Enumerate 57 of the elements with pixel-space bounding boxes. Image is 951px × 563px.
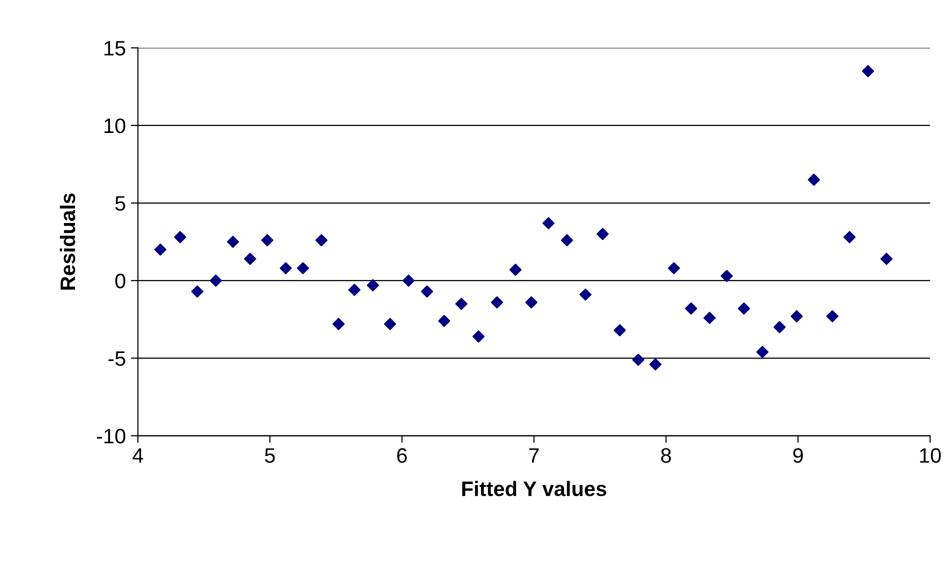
point [490,296,504,308]
point [455,298,468,310]
point [720,270,733,282]
x-tick-label: 5 [264,448,275,463]
y-axis-title: Residuals [60,193,76,290]
point [756,346,768,358]
point [384,318,396,330]
point [191,285,204,298]
point [210,274,222,287]
point [542,217,555,230]
point [596,228,609,240]
y-tick-label: 15 [104,41,126,56]
point [226,236,240,248]
point [704,312,716,324]
point [332,318,345,330]
point [826,310,838,322]
point [632,354,644,366]
point [843,231,856,244]
point [509,264,522,276]
x-tick-label: 6 [397,448,407,463]
point [315,234,328,246]
x-tick-label: 9 [793,448,803,463]
point [525,296,538,308]
x-tick-label: 8 [661,448,671,463]
point [614,324,626,336]
point [790,310,803,322]
point [348,284,360,296]
point [862,65,874,78]
point [244,252,256,265]
x-tick-label: 10 [920,448,941,463]
point [773,321,786,334]
x-tick-label: 7 [529,448,539,463]
point [154,243,166,256]
point [366,279,379,292]
point [280,262,292,274]
point [685,302,698,315]
y-tick-label: 0 [115,274,126,288]
point [668,262,680,274]
y-tick-label: -5 [108,351,126,366]
point [880,252,893,265]
point [438,314,450,328]
point [560,234,574,246]
x-axis-title: Fitted Y values [462,480,606,496]
point [261,234,274,246]
x-tick-label: 4 [132,448,144,463]
point [472,330,485,343]
y-tick-label: -10 [96,428,126,444]
point [402,274,415,287]
point [296,262,310,274]
y-tick-label: 5 [115,196,126,211]
point [649,358,662,370]
point [738,302,750,315]
point [420,285,434,298]
y-tick-label: 10 [104,118,126,134]
point [579,288,592,301]
point [808,174,820,186]
point [174,231,186,244]
